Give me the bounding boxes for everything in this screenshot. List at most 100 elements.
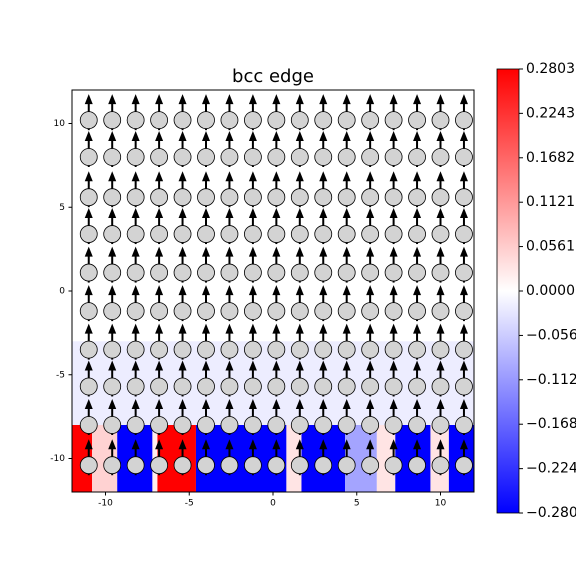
arrow-head <box>366 399 375 409</box>
atom <box>384 188 403 207</box>
atom <box>150 416 169 434</box>
arrow-head <box>436 360 445 371</box>
x-tick-label: 0 <box>270 499 276 509</box>
atom <box>220 456 239 475</box>
atom <box>197 302 215 321</box>
arrow-head <box>413 131 422 141</box>
atom <box>455 188 473 207</box>
arrow-head <box>155 208 164 219</box>
atom <box>337 302 356 321</box>
atom <box>126 456 145 475</box>
arrow-head <box>131 246 140 257</box>
arrow-head <box>413 171 422 182</box>
atom <box>431 148 450 166</box>
colorbar: 0.2803 0.2243 0.1682 0.1121 0.0561 0.0000 −0.0… <box>496 61 576 521</box>
atom <box>103 377 122 396</box>
arrow-head <box>155 131 164 141</box>
atom <box>337 263 356 282</box>
arrow-head <box>413 399 422 409</box>
atom <box>455 263 473 282</box>
arrow-head <box>366 94 375 105</box>
arrow-head <box>295 208 304 219</box>
atom <box>361 263 380 282</box>
arrow-head <box>459 171 468 182</box>
atom <box>267 302 286 321</box>
arrow-head <box>178 246 187 257</box>
arrow-head <box>436 323 445 334</box>
atom <box>361 340 380 359</box>
atom <box>361 416 380 434</box>
atom <box>220 111 239 130</box>
atom <box>103 148 122 166</box>
colorbar-tick-label: −0.224 <box>526 461 576 477</box>
arrow-head <box>131 94 140 105</box>
atom <box>455 111 473 130</box>
atom <box>103 340 122 359</box>
atom <box>103 188 122 207</box>
atom <box>314 148 333 166</box>
arrow-head <box>178 399 187 409</box>
y-tick-label: -5 <box>56 370 65 380</box>
arrow-head <box>155 439 164 450</box>
atom <box>290 416 309 434</box>
arrow-head <box>436 131 445 141</box>
atom <box>126 225 145 243</box>
arrow-head <box>131 285 140 296</box>
field-cell <box>376 425 396 492</box>
arrow-head <box>178 94 187 105</box>
arrow-head <box>459 439 468 450</box>
arrow-head <box>342 323 351 334</box>
atom <box>150 111 169 130</box>
atom <box>408 111 426 130</box>
plot-area <box>72 94 474 492</box>
arrow-head <box>319 131 328 141</box>
arrow-head <box>459 360 468 371</box>
atom <box>290 148 309 166</box>
arrow-head <box>272 94 281 105</box>
arrow-head <box>342 285 351 296</box>
arrow-head <box>413 246 422 257</box>
atom <box>408 263 426 282</box>
colorbar-tick-label: −0.280 <box>526 505 576 521</box>
atom <box>243 263 262 282</box>
arrow-head <box>108 399 117 409</box>
atom <box>290 302 309 321</box>
atom <box>431 456 450 475</box>
atom <box>314 416 333 434</box>
atom <box>220 377 239 396</box>
arrow-head <box>108 94 117 105</box>
arrow-head <box>272 131 281 141</box>
atom <box>314 263 333 282</box>
arrow-head <box>131 171 140 182</box>
atom <box>79 263 98 282</box>
arrow-head <box>459 94 468 105</box>
arrow-head <box>319 285 328 296</box>
arrow-head <box>366 171 375 182</box>
atom <box>267 377 286 396</box>
arrow-head <box>84 439 93 450</box>
arrow-head <box>295 399 304 409</box>
arrow-head <box>342 360 351 371</box>
arrow-head <box>342 94 351 105</box>
arrow-head <box>295 323 304 334</box>
atom <box>173 377 192 396</box>
arrow-head <box>84 171 93 182</box>
atom <box>431 111 450 130</box>
atom <box>79 188 98 207</box>
colorbar-tick-label: 0.2243 <box>526 105 575 121</box>
x-tick-label: -5 <box>185 499 194 509</box>
atom <box>455 416 473 434</box>
arrow-head <box>178 171 187 182</box>
atom <box>290 188 309 207</box>
arrow-head <box>155 399 164 409</box>
arrow-head <box>225 360 234 371</box>
atom <box>314 302 333 321</box>
arrow-head <box>272 208 281 219</box>
arrow-head <box>225 131 234 141</box>
atom <box>290 340 309 359</box>
arrow-head <box>131 131 140 141</box>
arrow-head <box>178 439 187 450</box>
atom <box>220 302 239 321</box>
arrow-head <box>366 439 375 450</box>
arrow-head <box>131 208 140 219</box>
